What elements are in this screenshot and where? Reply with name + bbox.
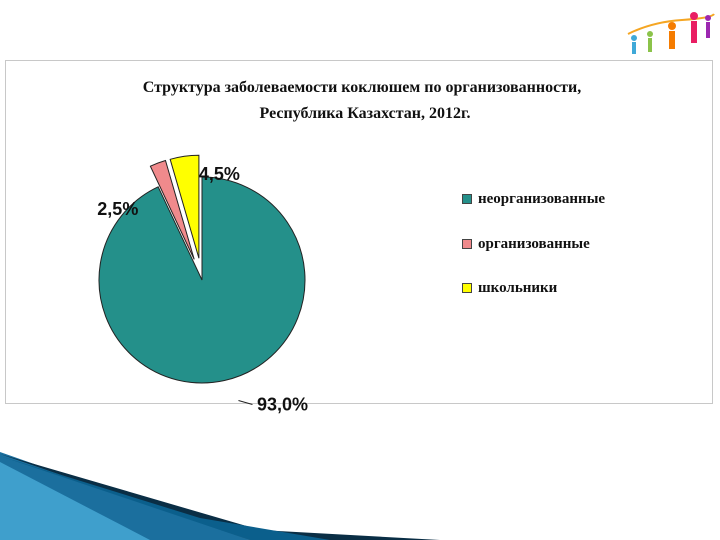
children-figures-logo: [627, 12, 715, 54]
chart-subtitle: Республика Казахстан, 2012г.: [259, 105, 471, 122]
legend-swatch-neorganized: [462, 194, 472, 204]
legend-label-organized: организованные: [478, 235, 590, 252]
chart-title: Структура заболеваемости коклюшем по орг…: [142, 79, 582, 96]
legend-label-school: школьники: [478, 279, 558, 296]
legend-swatch-organized: [462, 239, 472, 249]
bottom-decoration: [0, 452, 440, 540]
legend-item-school: школьники: [462, 279, 557, 297]
legend-item-organized: организованные: [462, 235, 590, 253]
pie-label-school: 4,5%: [199, 164, 240, 184]
pie-slice-neorganized: [98, 176, 306, 384]
pie-label-organized: 2,5%: [97, 199, 138, 219]
legend-swatch-school: [462, 283, 472, 293]
legend-label-neorganized: неорганизованные: [478, 190, 606, 207]
pie-slice-school: [169, 154, 200, 259]
pie-slice-organized: [149, 159, 195, 260]
pie-leader-line: [238, 400, 253, 406]
pie-label-neorganized: 93,0%: [257, 395, 308, 415]
legend-item-neorganized: неорганизованные: [462, 190, 605, 208]
